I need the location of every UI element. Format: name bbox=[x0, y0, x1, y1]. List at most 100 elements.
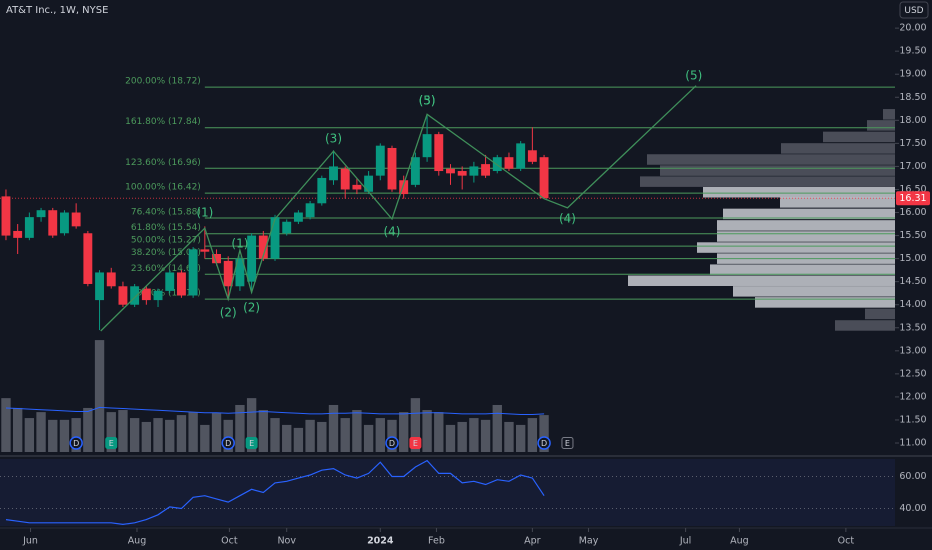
wave-label: (2) bbox=[220, 306, 237, 320]
candle-body bbox=[60, 212, 69, 234]
candle-body bbox=[527, 150, 537, 162]
rsi-tick-label: 40.00 bbox=[899, 503, 926, 514]
candle-body bbox=[539, 157, 549, 199]
candle-body bbox=[270, 217, 280, 259]
candle-body bbox=[352, 184, 362, 190]
candle-body bbox=[106, 272, 116, 287]
fib-label: 76.40% (15.88) bbox=[131, 208, 201, 218]
volume-bar bbox=[422, 410, 432, 452]
candle-body bbox=[223, 260, 233, 287]
rsi-tick-label: 60.00 bbox=[899, 471, 926, 482]
candle-body bbox=[446, 168, 455, 174]
candle-body bbox=[399, 180, 409, 195]
y-tick-label: 18.50 bbox=[899, 92, 926, 103]
wave-path bbox=[100, 85, 697, 332]
last-price-tag bbox=[896, 191, 930, 206]
volume-bar bbox=[445, 424, 456, 452]
candle-body bbox=[387, 147, 397, 190]
volume-profile-row bbox=[780, 197, 895, 208]
price-pane: 200.00% (18.72) 161.80% (17.84) 123.60% (1… bbox=[0, 69, 895, 452]
event-label: D bbox=[541, 439, 547, 448]
candle-body bbox=[375, 145, 385, 176]
volume-bar bbox=[305, 419, 315, 452]
wave-label: (2) bbox=[243, 300, 260, 314]
earnings-marker bbox=[561, 437, 574, 449]
candle-body bbox=[410, 157, 420, 185]
candle-body bbox=[457, 171, 467, 176]
dividend-marker bbox=[385, 436, 399, 450]
y-tick-label: 14.00 bbox=[899, 299, 926, 310]
y-tick-label: 20.00 bbox=[899, 23, 926, 34]
fib-label: 61.80% (15.54) bbox=[131, 223, 201, 233]
candle-body bbox=[469, 166, 479, 176]
candle-body bbox=[200, 249, 210, 252]
volume-bar bbox=[83, 407, 93, 452]
currency[interactable]: USD bbox=[904, 6, 923, 16]
y-tick-label: 11.50 bbox=[899, 414, 926, 425]
candle-body bbox=[516, 143, 526, 169]
volume-bar bbox=[1, 398, 11, 452]
dividend-marker bbox=[537, 436, 551, 450]
volume-bar bbox=[480, 419, 491, 452]
volume-profile-row bbox=[755, 297, 895, 308]
candle-body bbox=[235, 258, 245, 287]
candle-body bbox=[481, 164, 491, 176]
x-tick-label: Jul bbox=[679, 536, 691, 547]
volume-bar bbox=[457, 421, 467, 452]
event-label: E bbox=[109, 439, 114, 448]
x-tick-label: Aug bbox=[128, 536, 147, 547]
volume-bar bbox=[200, 424, 210, 452]
y-tick-label: 12.50 bbox=[899, 368, 926, 379]
volume-profile-row bbox=[867, 120, 895, 131]
volume-bar bbox=[539, 415, 549, 452]
y-tick-label: 14.50 bbox=[899, 276, 926, 287]
volume-ma-line bbox=[5, 406, 545, 415]
volume-bar bbox=[492, 404, 502, 452]
volume-profile-row bbox=[660, 165, 895, 176]
wave-label: (4) bbox=[383, 224, 400, 238]
volume-bar bbox=[246, 398, 257, 452]
fib-label: 23.60% (14.66) bbox=[131, 264, 201, 274]
volume-profile-row bbox=[781, 143, 895, 154]
volume-profile-row bbox=[733, 286, 895, 297]
candle-body bbox=[282, 221, 292, 234]
symbol-title: AT&T Inc., 1W, NYSE bbox=[6, 5, 108, 16]
candle-body bbox=[340, 168, 350, 190]
volume-bar bbox=[94, 340, 105, 452]
volume-profile-row bbox=[865, 308, 895, 320]
volume-bar bbox=[36, 412, 46, 452]
volume-bar bbox=[59, 419, 70, 452]
volume-bar bbox=[352, 410, 362, 452]
dividend-marker bbox=[221, 436, 235, 450]
candle-body bbox=[293, 212, 303, 222]
candle-body bbox=[36, 210, 46, 218]
y-tick-label: 15.00 bbox=[899, 253, 926, 264]
volume-bar bbox=[317, 421, 327, 452]
event-label: D bbox=[225, 439, 231, 448]
candle-body bbox=[492, 157, 502, 172]
volume-bar bbox=[235, 404, 245, 452]
wave-label: (5) bbox=[685, 69, 702, 83]
y-tick-label: 17.50 bbox=[899, 138, 926, 149]
candle-body bbox=[422, 134, 432, 158]
y-tick-label: 16.50 bbox=[899, 184, 926, 195]
volume-bar bbox=[375, 418, 385, 452]
volume-bar bbox=[24, 418, 35, 452]
volume-profile-row bbox=[710, 264, 895, 275]
volume-profile-row bbox=[640, 176, 895, 187]
volume-bar bbox=[515, 424, 526, 452]
wave-label: (5) bbox=[419, 93, 436, 107]
y-tick-label: 13.00 bbox=[899, 345, 926, 356]
wave-label: (3) bbox=[419, 93, 436, 107]
candle-body bbox=[317, 177, 327, 204]
y-tick-label: 11.00 bbox=[899, 438, 926, 449]
y-tick-label: 13.50 bbox=[899, 322, 926, 333]
last-price-label: 16.31 bbox=[899, 193, 926, 204]
currency-button[interactable] bbox=[899, 1, 929, 19]
candle-body bbox=[329, 166, 338, 181]
volume-profile-row bbox=[697, 242, 895, 253]
volume-bar bbox=[258, 410, 268, 452]
volume-profile-row bbox=[883, 109, 895, 120]
candle-body bbox=[71, 212, 81, 227]
